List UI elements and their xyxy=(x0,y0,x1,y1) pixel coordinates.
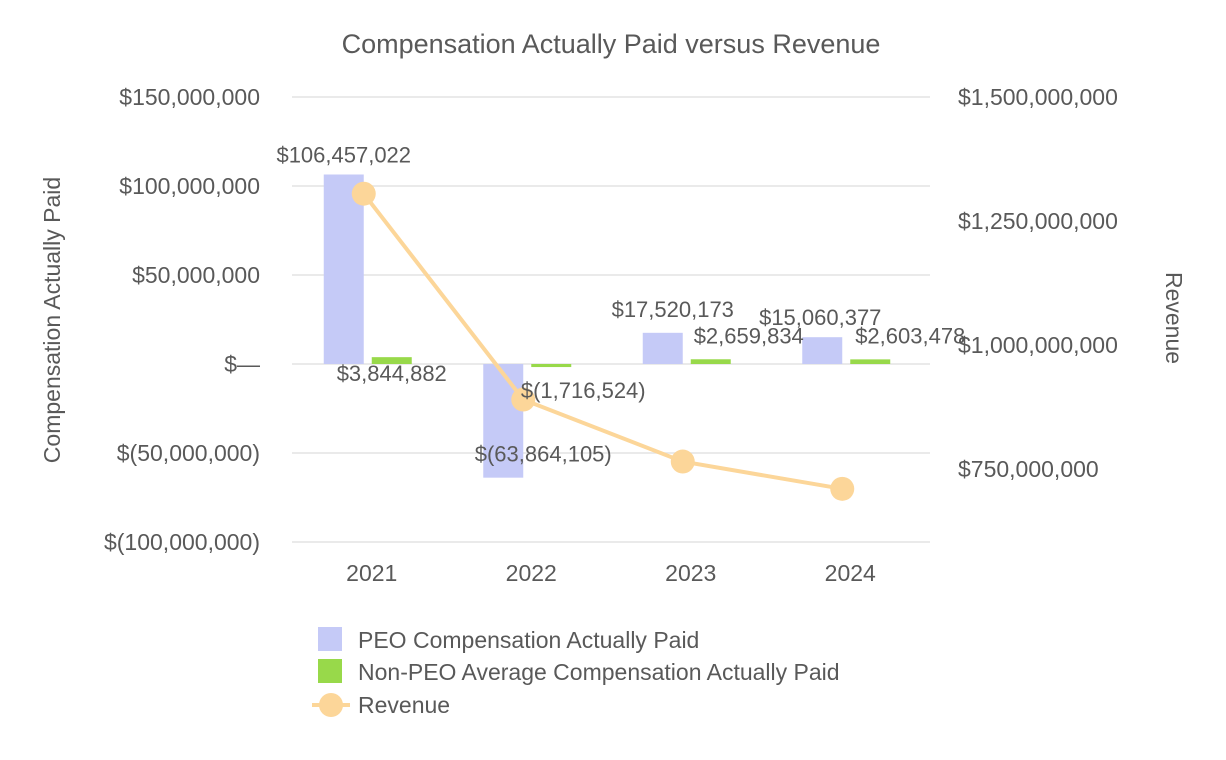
revenue-point-2021 xyxy=(351,181,376,206)
y2-tick-label-0: $1,500,000,000 xyxy=(958,84,1118,110)
peo-data-label-2024: $15,060,377 xyxy=(759,305,881,330)
non-peo-bar-2022 xyxy=(531,364,572,368)
y-tick-label-5: $(100,000,000) xyxy=(104,529,260,555)
non-peo-data-label-2021: $3,844,882 xyxy=(337,361,447,386)
peo-bar-2024 xyxy=(802,337,843,364)
revenue-point-2024 xyxy=(830,476,855,501)
x-tick-label-1: 2022 xyxy=(506,560,557,586)
y-tick-label-1: $100,000,000 xyxy=(119,173,260,199)
y-tick-label-3: $— xyxy=(224,351,260,377)
non-peo-data-label-2024: $2,603,478 xyxy=(855,323,965,348)
peo-bar-2021 xyxy=(323,174,364,364)
y2-axis-label: Revenue xyxy=(1161,272,1187,364)
y2-tick-label-1: $1,250,000,000 xyxy=(958,208,1118,234)
y-tick-label-2: $50,000,000 xyxy=(132,262,260,288)
non-peo-bar-2021 xyxy=(371,357,412,364)
revenue-point-2023 xyxy=(670,449,695,474)
legend-label-non-peo: Non-PEO Average Compensation Actually Pa… xyxy=(358,659,840,685)
non-peo-data-label-2022: $(1,716,524) xyxy=(521,378,646,403)
chart-title: Compensation Actually Paid versus Revenu… xyxy=(342,29,881,59)
legend-label-peo: PEO Compensation Actually Paid xyxy=(358,627,699,653)
peo-data-label-2023: $17,520,173 xyxy=(612,297,734,322)
x-tick-label-0: 2021 xyxy=(346,560,397,586)
y2-tick-label-3: $750,000,000 xyxy=(958,456,1099,482)
y-tick-label-0: $150,000,000 xyxy=(119,84,260,110)
y-tick-label-4: $(50,000,000) xyxy=(117,440,260,466)
peo-bar-2023 xyxy=(642,332,683,364)
x-tick-label-3: 2024 xyxy=(825,560,876,586)
data-labels: $106,457,022 $(63,864,105) $17,520,173 $15,… xyxy=(276,143,965,467)
legend-swatch-peo xyxy=(318,627,342,651)
axes: $150,000,000 $100,000,000 $50,000,000 $— $(5… xyxy=(104,84,1118,586)
y-axis-label: Compensation Actually Paid xyxy=(39,177,65,463)
bars xyxy=(323,174,891,478)
revenue-point-2022 xyxy=(511,387,536,412)
revenue-line xyxy=(362,192,843,491)
peo-data-label-2022: $(63,864,105) xyxy=(475,442,612,467)
revenue-line-group xyxy=(351,181,855,501)
x-tick-label-2: 2023 xyxy=(665,560,716,586)
legend-swatch-non-peo xyxy=(318,659,342,683)
peo-data-label-2021: $106,457,022 xyxy=(276,143,411,168)
peo-bar-2022 xyxy=(483,364,524,478)
legend-marker-revenue xyxy=(319,693,343,717)
legend: PEO Compensation Actually Paid Non-PEO A… xyxy=(312,627,840,718)
non-peo-data-label-2023: $2,659,834 xyxy=(694,323,804,348)
y2-tick-label-2: $1,000,000,000 xyxy=(958,332,1118,358)
non-peo-bar-2024 xyxy=(850,359,891,364)
legend-label-revenue: Revenue xyxy=(358,692,450,718)
non-peo-bar-2023 xyxy=(690,359,731,364)
